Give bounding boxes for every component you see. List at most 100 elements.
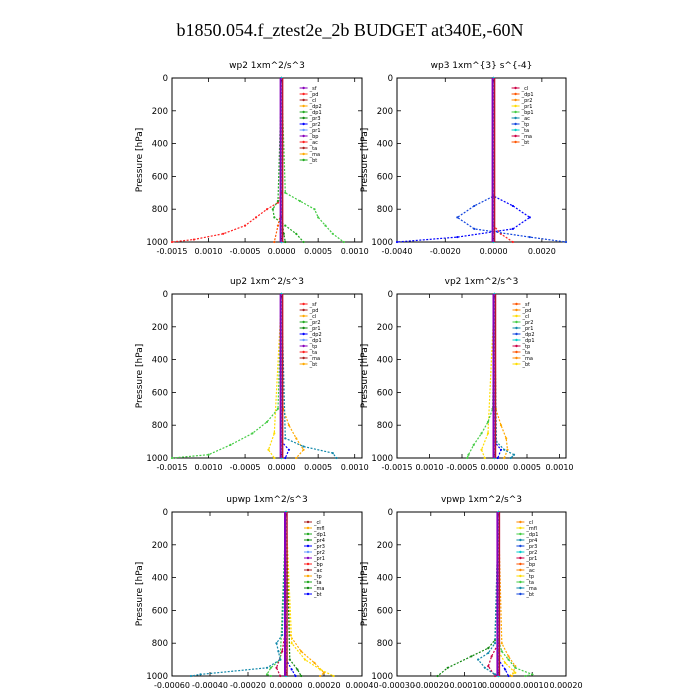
legend-marker	[302, 92, 305, 96]
y-tick-label: 600	[152, 172, 168, 182]
legend-label: _pr2	[525, 550, 537, 556]
legend-marker	[302, 116, 305, 120]
data-point	[470, 655, 473, 658]
legend-marker	[306, 520, 310, 524]
legend-marker	[515, 362, 518, 366]
series-line-pr1	[480, 293, 496, 459]
plot-frame	[171, 511, 363, 677]
legend: _sf_pd_cl_pr2_pr1_dp2_dp1_tp_ta_ma_bt	[512, 302, 535, 368]
y-tick-label: 400	[377, 140, 393, 150]
legend-label: _bp	[525, 562, 535, 568]
data-point	[317, 216, 320, 219]
plot-frame	[171, 77, 363, 243]
data-point	[514, 671, 517, 674]
data-point	[290, 642, 293, 645]
legend-label: _mfl	[313, 526, 325, 532]
data-point	[473, 204, 476, 208]
y-axis-label: Pressure [hPa]	[135, 128, 145, 193]
y-axis-label: Pressure [hPa]	[360, 562, 370, 627]
data-point	[487, 647, 490, 650]
legend-marker	[515, 338, 518, 342]
data-point	[511, 227, 514, 230]
y-tick-label: 800	[152, 205, 168, 215]
legend-marker	[515, 350, 518, 354]
data-point	[284, 240, 287, 244]
y-tick-label: 600	[152, 388, 168, 398]
data-point	[290, 668, 293, 671]
x-tick-label: 0.0005	[304, 463, 332, 472]
legend-label: _pr2	[313, 550, 325, 556]
legend-label: _ta	[309, 350, 318, 356]
data-point	[511, 240, 514, 244]
legend-label: _bp1	[521, 110, 534, 116]
legend: _cl_mfl_dp1_pr4_pr3_pr2_pr1_bp_ac_tp_ta_…	[304, 520, 326, 598]
data-point	[332, 674, 335, 678]
data-point	[302, 448, 305, 451]
y-tick-label: 1000	[146, 454, 168, 464]
x-tick-label: -0.0005	[447, 463, 478, 472]
legend-label: _ac	[521, 116, 531, 122]
legend-label: _dp1	[309, 338, 322, 344]
legend-label: _cl	[522, 314, 530, 320]
figure-title: b1850.054.f_ztest2e_2b BUDGET at340E,-60…	[176, 20, 524, 40]
series-line-dp2	[171, 293, 283, 459]
data-point	[528, 235, 531, 239]
data-point	[342, 240, 345, 244]
legend-marker	[514, 92, 517, 96]
legend-marker	[302, 326, 305, 330]
x-tick-label: -0.0015	[157, 463, 188, 472]
data-point	[267, 448, 270, 451]
x-tick-label: -0.0015	[382, 463, 413, 472]
legend-marker	[514, 98, 517, 102]
data-point	[269, 674, 272, 678]
y-tick-label: 400	[152, 140, 168, 150]
data-point	[279, 674, 282, 678]
legend-marker	[514, 128, 517, 132]
legend-label: _dp2	[522, 332, 535, 338]
data-point	[493, 673, 497, 676]
data-point	[480, 432, 483, 435]
data-point	[493, 674, 497, 678]
legend-label: _pr2	[521, 98, 533, 104]
y-tick-label: 400	[152, 356, 168, 366]
series-line-pr1	[272, 77, 304, 243]
data-point	[265, 666, 269, 669]
y-tick-label: 600	[377, 172, 393, 182]
legend-marker	[519, 520, 522, 524]
data-point	[277, 650, 280, 653]
data-point	[319, 674, 322, 678]
data-point	[295, 456, 298, 460]
legend-label: _ta	[522, 350, 531, 356]
data-point	[229, 443, 232, 446]
legend-marker	[302, 356, 305, 360]
y-tick-label: 0	[163, 290, 168, 300]
legend-marker	[302, 350, 305, 354]
legend-marker	[306, 532, 310, 536]
legend-marker	[302, 314, 305, 318]
data-point	[300, 674, 303, 678]
data-point	[276, 199, 280, 203]
data-point	[275, 666, 278, 669]
y-tick-label: 600	[377, 388, 393, 398]
legend-label: _pr1	[309, 326, 321, 332]
legend-label: _dp1	[309, 110, 322, 116]
x-tick-label: -0.00020	[413, 681, 449, 690]
data-point	[273, 240, 276, 244]
data-point	[279, 658, 282, 661]
y-tick-label: 200	[377, 541, 393, 551]
legend-label: _sf	[309, 86, 317, 92]
data-point	[564, 240, 568, 244]
legend-marker	[306, 544, 310, 548]
data-point	[287, 448, 291, 451]
x-tick-label: 0.0000	[268, 247, 296, 256]
series-line-pr2	[497, 511, 516, 677]
legend-label: _pr1	[309, 128, 321, 134]
legend-marker	[302, 332, 305, 336]
data-point	[466, 456, 469, 460]
x-tick-label: 0.00020	[307, 681, 340, 690]
legend-label: _ta	[525, 580, 534, 586]
legend-label: _pr1	[313, 556, 325, 562]
legend-label: _bp	[309, 134, 319, 140]
series-line-pr1	[267, 293, 283, 459]
legend-label: _sf	[522, 302, 530, 308]
